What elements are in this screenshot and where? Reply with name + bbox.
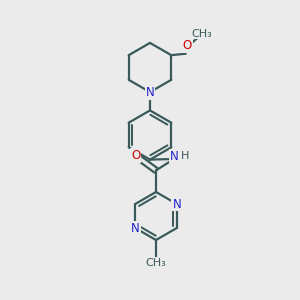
Text: O: O	[131, 149, 140, 162]
Text: CH₃: CH₃	[146, 258, 167, 268]
Text: CH₃: CH₃	[191, 28, 212, 39]
Text: N: N	[131, 221, 140, 235]
Text: N: N	[146, 85, 154, 99]
Text: H: H	[181, 151, 190, 161]
Text: O: O	[183, 39, 192, 52]
Text: N: N	[172, 197, 181, 211]
Text: N: N	[170, 149, 179, 163]
